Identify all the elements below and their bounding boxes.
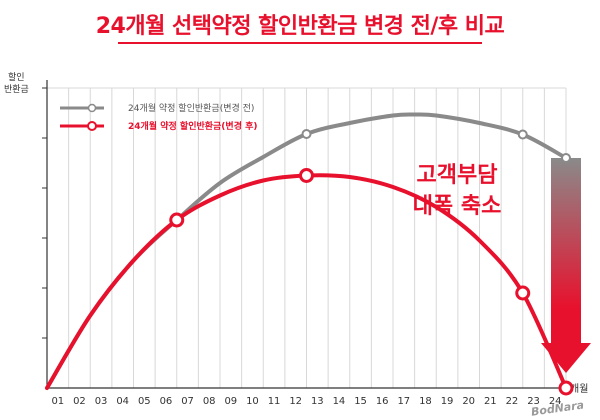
point-marker-after xyxy=(169,212,185,228)
y-axis-label-line-2: 반환금 xyxy=(4,83,29,95)
callout-line-1: 고객부담 xyxy=(417,163,498,188)
callout-line-2: 대폭 축소 xyxy=(413,194,502,219)
point-marker-after xyxy=(515,285,531,301)
point-marker-after xyxy=(299,168,314,183)
x-tick-label: 16 xyxy=(376,396,389,407)
x-tick-label: 23 xyxy=(527,396,540,407)
legend-marker-before xyxy=(87,103,97,113)
x-tick-label: 19 xyxy=(441,396,454,407)
series xyxy=(45,112,574,396)
x-tick-label: 24 xyxy=(549,396,562,407)
legend-entry-after: 24개월 약정 할인반환금(변경 후) xyxy=(128,120,258,132)
x-tick-label: 07 xyxy=(181,396,194,407)
x-ticks: 01 02 03 04 05 06 07 08 09 10 11 12 13 14 15 16 17 18 19 20… xyxy=(51,396,561,407)
x-tick-label: 02 xyxy=(73,396,86,407)
x-tick-label: 09 xyxy=(224,396,237,407)
x-tick-label: 03 xyxy=(95,396,108,407)
reduction-arrow-shape xyxy=(541,158,591,373)
legend-marker-after xyxy=(87,121,97,131)
point-marker-before xyxy=(517,129,528,140)
point-marker-before xyxy=(561,153,571,163)
point-marker-after xyxy=(558,380,574,396)
x-tick-label: 21 xyxy=(484,396,497,407)
x-tick-label: 18 xyxy=(419,396,432,407)
y-axis-label-line-1: 할인 xyxy=(8,72,25,83)
callout: 고객부담 대폭 축소 xyxy=(413,163,502,219)
x-tick-label: 05 xyxy=(138,396,151,407)
x-tick-label: 14 xyxy=(333,396,346,407)
x-tick-label: 20 xyxy=(462,396,475,407)
x-tick-label: 01 xyxy=(51,396,64,407)
axes: 할인 반환금 개월 xyxy=(4,72,588,395)
x-tick-label: 13 xyxy=(311,396,324,407)
legend: 24개월 약정 할인반환금(변경 전) 24개월 약정 할인반환금(변경 후) xyxy=(60,102,258,132)
x-tick-label: 08 xyxy=(203,396,216,407)
x-tick-label: 15 xyxy=(354,396,367,407)
legend-entry-before: 24개월 약정 할인반환금(변경 전) xyxy=(128,102,254,114)
x-tick-label: 10 xyxy=(246,396,259,407)
reduction-arrow xyxy=(541,158,591,373)
title-underline xyxy=(118,42,482,44)
x-tick-label: 11 xyxy=(268,396,281,407)
page-title: 24개월 선택약정 할인반환금 변경 전/후 비교 xyxy=(95,14,505,39)
x-tick-label: 12 xyxy=(289,396,302,407)
x-tick-label: 22 xyxy=(506,396,519,407)
x-tick-label: 06 xyxy=(160,396,173,407)
x-tick-label: 04 xyxy=(116,396,129,407)
grid xyxy=(46,87,567,388)
x-tick-label: 17 xyxy=(397,396,410,407)
x-axis-label: 개월 xyxy=(570,383,588,395)
point-marker-before xyxy=(301,129,312,139)
